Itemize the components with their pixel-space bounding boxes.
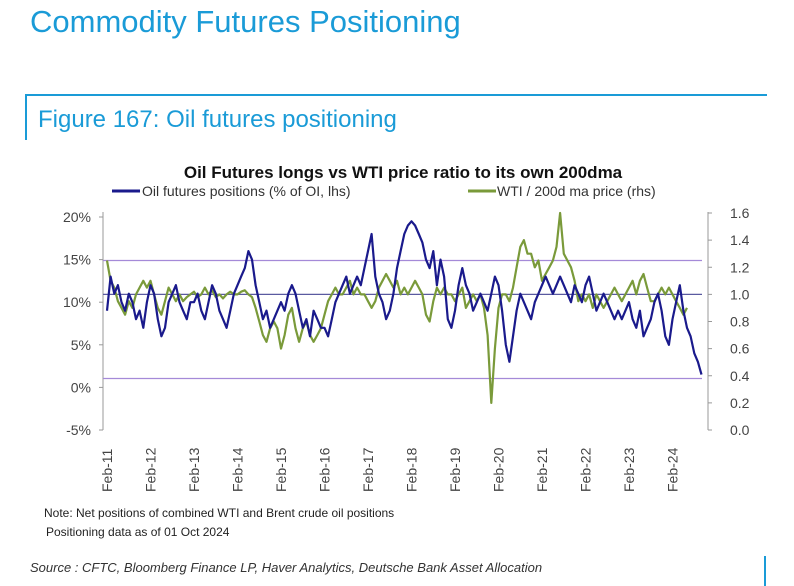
figure-frame-left [25,94,27,140]
x-tick-label: Feb-18 [404,447,420,492]
left-tick-label: 0% [71,379,91,395]
x-tick-label: Feb-11 [99,448,115,492]
right-tick-label: 0.6 [730,341,750,357]
figure-title: Figure 167: Oil futures positioning [38,106,397,133]
x-tick-label: Feb-20 [491,447,507,492]
right-tick-label: 0.8 [730,314,750,330]
source-text: Source : CFTC, Bloomberg Finance LP, Hav… [30,560,543,575]
x-tick-label: Feb-14 [230,447,246,492]
series-group [105,211,703,404]
x-tick-label: Feb-24 [665,447,681,492]
figure-frame-top [25,94,767,96]
x-tick-label: Feb-22 [578,447,594,492]
left-tick-label: 5% [71,337,91,353]
series-line-positions [105,220,703,375]
x-tick-label: Feb-13 [186,447,202,492]
x-tick-label: Feb-23 [621,447,637,492]
right-tick-label: 0.2 [730,395,750,411]
right-tick-label: 1.6 [730,205,750,221]
x-tick-label: Feb-12 [143,447,159,492]
chart-note: Note: Net positions of combined WTI and … [44,506,395,520]
left-tick-label: -5% [66,422,91,438]
series-line-wti [105,211,688,404]
figure-frame-marker [764,556,766,586]
x-tick-label: Feb-17 [360,447,376,492]
right-tick-label: 0.0 [730,422,750,438]
chart-title: Oil Futures longs vs WTI price ratio to … [184,163,623,182]
left-tick-label: 20% [63,209,91,225]
left-tick-label: 10% [63,294,91,310]
legend-label-wti: WTI / 200d ma price (rhs) [497,183,656,199]
chart-note-date: Positioning data as of 01 Oct 2024 [46,525,230,539]
axes: 20% 15% 10% 5% 0% -5% 1.6 1.4 1.2 1.0 0.8 0.6 0.4 0.2… [63,205,750,492]
right-tick-label: 0.4 [730,368,750,384]
right-tick-label: 1.4 [730,232,750,248]
chart: Oil Futures longs vs WTI price ratio to … [63,163,750,492]
right-tick-label: 1.0 [730,286,750,302]
x-tick-label: Feb-21 [534,447,550,492]
left-tick-label: 15% [63,252,91,268]
x-tick-label: Feb-16 [317,447,333,492]
x-tick-label: Feb-15 [273,447,289,492]
page-title: Commodity Futures Positioning [30,4,461,39]
x-tick-label: Feb-19 [447,447,463,492]
legend-label-positions: Oil futures positions (% of OI, lhs) [142,183,351,199]
right-tick-label: 1.2 [730,259,750,275]
